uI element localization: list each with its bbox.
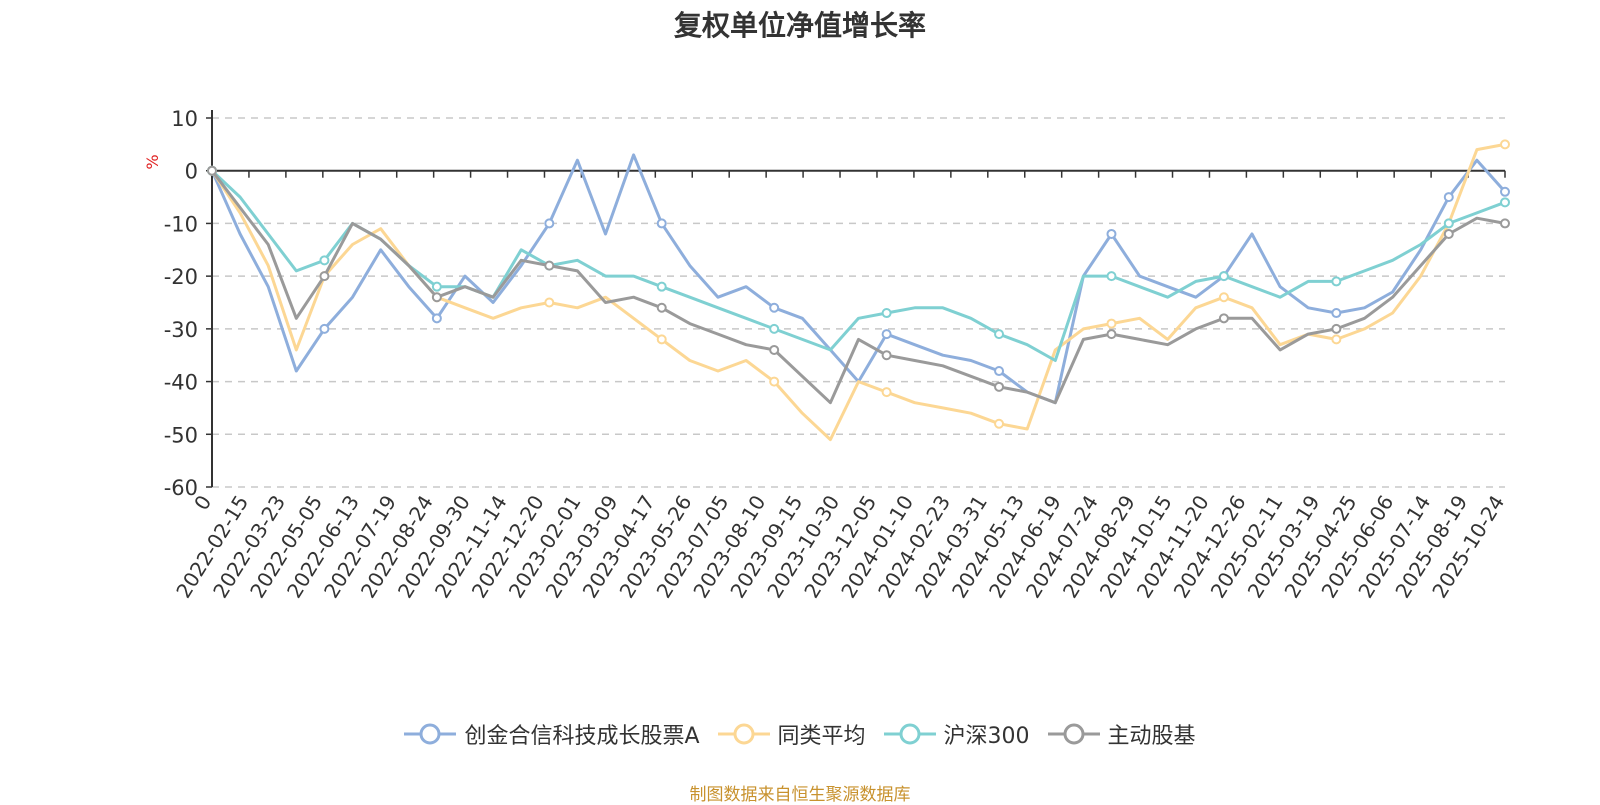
series-point-3 xyxy=(656,302,667,313)
series-point-1 xyxy=(1218,292,1229,303)
y-tick-label: -20 xyxy=(164,265,198,289)
series-point-1 xyxy=(656,334,667,345)
legend-swatch-icon xyxy=(1047,723,1100,745)
series-point-2 xyxy=(319,255,330,266)
series-line-2 xyxy=(210,169,1506,362)
series-point-1 xyxy=(881,387,892,398)
grid-layer xyxy=(212,117,1505,488)
y-tick-label: 0 xyxy=(185,160,198,184)
series-point-3 xyxy=(1500,218,1510,229)
series-point-2 xyxy=(994,329,1005,340)
y-tick-label: -50 xyxy=(164,423,198,447)
chart-title: 复权单位净值增长率 xyxy=(673,9,926,42)
legend-label: 沪深300 xyxy=(943,724,1030,749)
series-point-1 xyxy=(1106,318,1117,329)
series-point-2 xyxy=(1218,271,1229,282)
series-point-1 xyxy=(994,418,1005,429)
legend-item-1[interactable]: 同类平均 xyxy=(717,718,866,750)
series-point-0 xyxy=(1106,228,1117,239)
legend-item-3[interactable]: 主动股基 xyxy=(1047,718,1196,750)
series-point-3 xyxy=(994,381,1005,392)
series-point-0 xyxy=(881,329,892,340)
y-axis-label: % xyxy=(143,154,162,169)
series-line-0 xyxy=(210,153,1507,405)
series-point-3 xyxy=(544,260,555,271)
series-point-3 xyxy=(1218,313,1229,324)
source-note: 制图数据来自恒生聚源数据库 xyxy=(689,785,911,805)
series-point-2 xyxy=(431,281,442,292)
series-point-0 xyxy=(431,313,442,324)
series-point-3 xyxy=(769,344,780,355)
series-point-1 xyxy=(1500,139,1510,150)
legend-label: 同类平均 xyxy=(777,724,866,749)
y-tick-label: -40 xyxy=(164,371,198,395)
series-point-0 xyxy=(319,323,330,334)
series-point-1 xyxy=(1331,334,1342,345)
x-tick-label: 0 xyxy=(189,491,216,515)
series-line-1 xyxy=(210,142,1506,442)
legend: 创金合信科技成长股票A 同类平均 沪深300 主动股基 xyxy=(0,718,1600,750)
y-tick-label: -30 xyxy=(164,318,198,342)
series-point-3 xyxy=(319,271,330,282)
series-point-2 xyxy=(769,323,780,334)
series-point-1 xyxy=(544,297,555,308)
series-point-3 xyxy=(1106,329,1117,340)
series-point-3 xyxy=(207,165,217,176)
series-point-0 xyxy=(994,366,1005,377)
series-point-2 xyxy=(1106,271,1117,282)
y-tick-label: 10 xyxy=(171,107,198,131)
series-point-0 xyxy=(544,218,555,229)
series-point-0 xyxy=(1331,308,1342,319)
series-point-0 xyxy=(1443,192,1454,203)
y-tick-label: -60 xyxy=(164,476,198,500)
legend-label: 创金合信科技成长股票A xyxy=(464,724,700,749)
series-point-1 xyxy=(769,376,780,387)
series-point-2 xyxy=(1443,218,1454,229)
series-point-3 xyxy=(1443,228,1454,239)
series-point-0 xyxy=(656,218,667,229)
legend-swatch-icon xyxy=(883,723,936,745)
legend-swatch-icon xyxy=(404,723,457,745)
legend-item-2[interactable]: 沪深300 xyxy=(883,718,1030,750)
series-layer xyxy=(207,139,1510,442)
series-point-3 xyxy=(431,292,442,303)
legend-label: 主动股基 xyxy=(1107,724,1196,749)
y-tick-label: -10 xyxy=(164,212,198,236)
series-point-3 xyxy=(1331,323,1342,334)
legend-item-0[interactable]: 创金合信科技成长股票A xyxy=(404,718,700,750)
series-point-0 xyxy=(769,302,780,313)
series-point-2 xyxy=(656,281,667,292)
series-point-0 xyxy=(1500,186,1510,197)
series-point-3 xyxy=(881,350,892,361)
series-line-3 xyxy=(210,169,1506,405)
series-point-2 xyxy=(1500,197,1510,208)
series-point-2 xyxy=(1331,276,1342,287)
legend-swatch-icon xyxy=(717,723,770,745)
series-point-2 xyxy=(881,308,892,319)
